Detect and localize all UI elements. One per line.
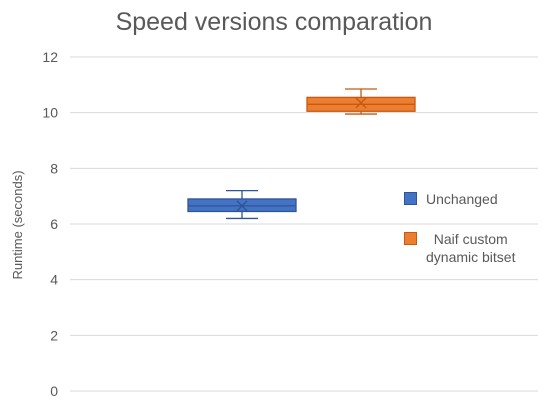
y-tick-label: 6	[50, 216, 58, 232]
legend-label-line-1: Naif custom	[433, 231, 508, 247]
legend-swatch-naif-custom	[404, 232, 417, 245]
y-tick-label: 12	[42, 49, 58, 65]
box-1	[306, 88, 416, 115]
legend-label-unchanged: Unchanged	[426, 191, 498, 207]
legend-item-naif-custom: Naif custom dynamic bitset	[404, 228, 544, 265]
y-tick-label: 0	[50, 383, 58, 399]
mean-marker	[236, 200, 248, 212]
chart-title: Speed versions comparation	[115, 8, 433, 36]
legend: Unchanged Naif custom dynamic bitset	[404, 188, 544, 268]
legend-item-unchanged: Unchanged	[404, 188, 544, 210]
box-0	[187, 189, 297, 220]
y-axis-ticks: 0 2 4 6 8 10 12	[42, 49, 58, 399]
gridlines	[70, 56, 538, 392]
y-tick-label: 2	[50, 327, 58, 343]
mean-marker	[355, 97, 367, 109]
y-tick-label: 10	[42, 105, 58, 121]
y-tick-label: 8	[50, 160, 58, 176]
y-axis-label: Runtime (seconds)	[10, 170, 25, 279]
legend-swatch-unchanged	[404, 192, 417, 205]
y-tick-label: 4	[50, 272, 58, 288]
box-series	[187, 88, 416, 220]
legend-label-line-2: dynamic bitset	[426, 249, 516, 265]
legend-label-naif-custom: Naif custom dynamic bitset	[426, 230, 515, 266]
